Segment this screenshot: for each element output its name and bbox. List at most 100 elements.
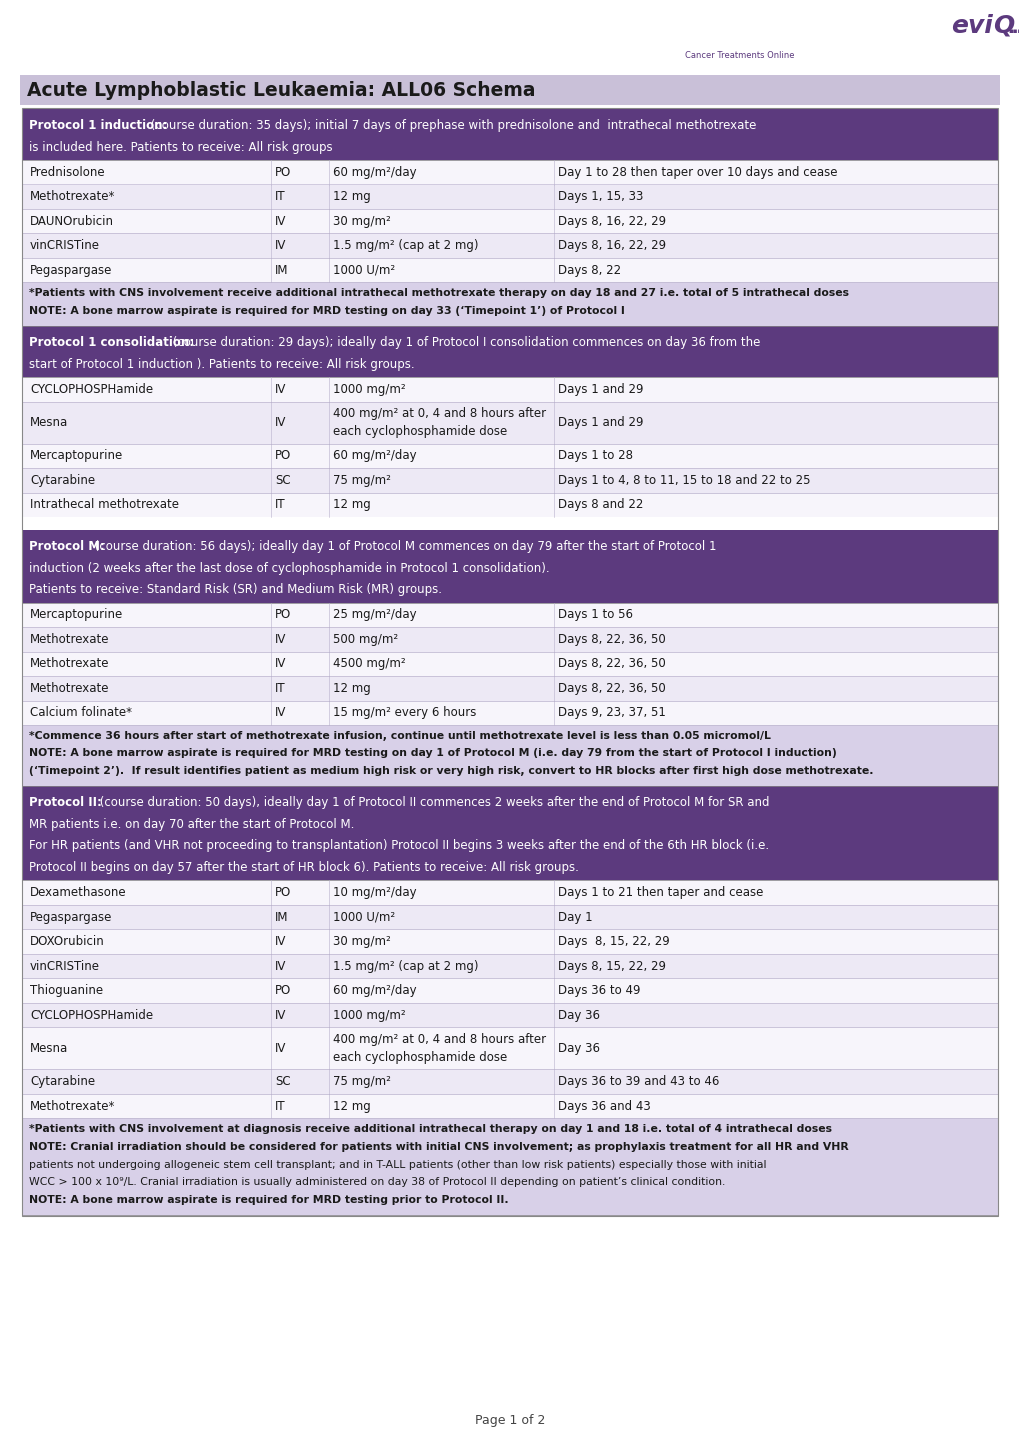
Text: Protocol II:: Protocol II: [29,796,102,809]
Bar [22,493,997,518]
Text: Days 9, 23, 37, 51: Days 9, 23, 37, 51 [557,707,665,720]
Text: DAUNOrubicin: DAUNOrubicin [30,215,114,228]
Text: Days 36 and 43: Days 36 and 43 [557,1100,650,1113]
Text: 1.5 mg/m² (cap at 2 mg): 1.5 mg/m² (cap at 2 mg) [333,960,479,973]
Bar [22,1028,997,1070]
Text: Cancer Treatments Online: Cancer Treatments Online [685,50,794,61]
Text: evi: evi [950,14,993,37]
Bar [22,955,997,979]
Text: IV: IV [274,215,286,228]
Text: IV: IV [274,960,286,973]
Bar [22,110,997,160]
Bar [22,676,997,701]
Text: 30 mg/m²: 30 mg/m² [333,215,391,228]
Text: NOTE: A bone marrow aspirate is required for MRD testing on day 33 (‘Timepoint 1: NOTE: A bone marrow aspirate is required… [29,306,625,316]
Text: Days 36 to 39 and 43 to 46: Days 36 to 39 and 43 to 46 [557,1076,718,1089]
Bar [22,627,997,652]
Text: start of Protocol 1 induction ). Patients to receive: All risk groups.: start of Protocol 1 induction ). Patient… [29,358,414,371]
Bar [22,469,997,493]
Text: Days 8, 22, 36, 50: Days 8, 22, 36, 50 [557,658,665,671]
Bar [22,906,997,930]
Bar [22,881,997,906]
Text: Days 8, 22: Days 8, 22 [557,264,621,277]
Text: Thioguanine: Thioguanine [30,985,103,998]
Text: *Patients with CNS involvement at diagnosis receive additional intrathecal thera: *Patients with CNS involvement at diagno… [29,1123,832,1133]
Bar [22,378,997,402]
Text: Intrathecal methotrexate: Intrathecal methotrexate [30,499,178,512]
Bar [22,1070,997,1094]
Text: NOTE: A bone marrow aspirate is required for MRD testing prior to Protocol II.: NOTE: A bone marrow aspirate is required… [29,1195,508,1206]
Text: 75 mg/m²: 75 mg/m² [333,474,391,487]
Text: 75 mg/m²: 75 mg/m² [333,1076,391,1089]
Text: *Commence 36 hours after start of methotrexate infusion, continue until methotre: *Commence 36 hours after start of methot… [29,731,770,741]
Text: Protocol 1 induction:: Protocol 1 induction: [29,120,167,133]
Text: 1000 mg/m²: 1000 mg/m² [333,1009,406,1022]
Text: IV: IV [274,936,286,949]
Text: (course duration: 29 days); ideally day 1 of Protocol I consolidation commences : (course duration: 29 days); ideally day … [169,336,759,349]
Bar [22,603,997,627]
Bar [22,652,997,676]
Text: 25 mg/m²/day: 25 mg/m²/day [333,609,417,622]
Text: Days 1 and 29: Days 1 and 29 [557,417,643,430]
Text: Mercaptopurine: Mercaptopurine [30,450,123,463]
Text: WCC > 100 x 10⁹/L. Cranial irradiation is usually administered on day 38 of Prot: WCC > 100 x 10⁹/L. Cranial irradiation i… [29,1178,725,1187]
Text: *Patients with CNS involvement receive additional intrathecal methotrexate thera: *Patients with CNS involvement receive a… [29,288,848,298]
Text: Days 8, 16, 22, 29: Days 8, 16, 22, 29 [557,239,665,252]
Text: Mesna: Mesna [30,1043,68,1056]
Text: IT: IT [274,682,285,695]
Bar [22,979,997,1004]
Text: 12 mg: 12 mg [333,190,371,203]
Bar [20,75,999,105]
Text: Days 1 to 4, 8 to 11, 15 to 18 and 22 to 25: Days 1 to 4, 8 to 11, 15 to 18 and 22 to… [557,474,810,487]
Text: Mesna: Mesna [30,417,68,430]
Text: Methotrexate*: Methotrexate* [30,1100,115,1113]
Text: Methotrexate*: Methotrexate* [30,190,115,203]
Text: Methotrexate: Methotrexate [30,633,109,646]
Text: vinCRISTine: vinCRISTine [30,239,100,252]
Text: is included here. Patients to receive: All risk groups: is included here. Patients to receive: A… [29,140,332,153]
Bar [22,402,997,444]
Text: 60 mg/m²/day: 60 mg/m²/day [333,166,417,179]
Text: Mercaptopurine: Mercaptopurine [30,609,123,622]
Text: (course duration: 50 days), ideally day 1 of Protocol II commences 2 weeks after: (course duration: 50 days), ideally day … [96,796,769,809]
Bar [22,518,997,531]
Text: Pegaspargase: Pegaspargase [30,264,112,277]
Bar [22,108,997,1217]
Text: PO: PO [274,450,290,463]
Text: Prednisolone: Prednisolone [30,166,106,179]
Text: 4500 mg/m²: 4500 mg/m² [333,658,406,671]
Bar [22,444,997,469]
Text: IV: IV [274,633,286,646]
Text: Pegaspargase: Pegaspargase [30,911,112,924]
Text: Days 1, 15, 33: Days 1, 15, 33 [557,190,643,203]
Text: Cytarabine: Cytarabine [30,1076,95,1089]
Text: 12 mg: 12 mg [333,682,371,695]
Text: 400 mg/m² at 0, 4 and 8 hours after: 400 mg/m² at 0, 4 and 8 hours after [333,1032,546,1045]
Text: 12 mg: 12 mg [333,499,371,512]
Text: IM: IM [274,264,288,277]
Text: IM: IM [274,911,288,924]
Bar [22,283,997,326]
Bar [22,185,997,209]
Text: Day 36: Day 36 [557,1043,599,1056]
Text: Cytarabine: Cytarabine [30,474,95,487]
Text: Day 1: Day 1 [557,911,592,924]
Text: Calcium folinate*: Calcium folinate* [30,707,131,720]
Text: PO: PO [274,166,290,179]
Text: Methotrexate: Methotrexate [30,658,109,671]
Text: IV: IV [274,417,286,430]
Bar [22,1094,997,1119]
Bar [22,786,997,881]
Text: Dexamethasone: Dexamethasone [30,887,126,900]
Text: CYCLOPHOSPHamide: CYCLOPHOSPHamide [30,1009,153,1022]
Text: 1.5 mg/m² (cap at 2 mg): 1.5 mg/m² (cap at 2 mg) [333,239,479,252]
Text: Q: Q [993,14,1013,37]
Bar [22,1004,997,1028]
Text: 15 mg/m² every 6 hours: 15 mg/m² every 6 hours [333,707,476,720]
Text: Days 1 to 56: Days 1 to 56 [557,609,633,622]
Text: (course duration: 35 days); initial 7 days of prephase with prednisolone and  in: (course duration: 35 days); initial 7 da… [147,120,755,133]
Text: induction (2 weeks after the last dose of cyclophosphamide in Protocol 1 consoli: induction (2 weeks after the last dose o… [29,561,549,574]
Text: 30 mg/m²: 30 mg/m² [333,936,391,949]
Text: Days 8, 16, 22, 29: Days 8, 16, 22, 29 [557,215,665,228]
Text: IV: IV [274,1009,286,1022]
